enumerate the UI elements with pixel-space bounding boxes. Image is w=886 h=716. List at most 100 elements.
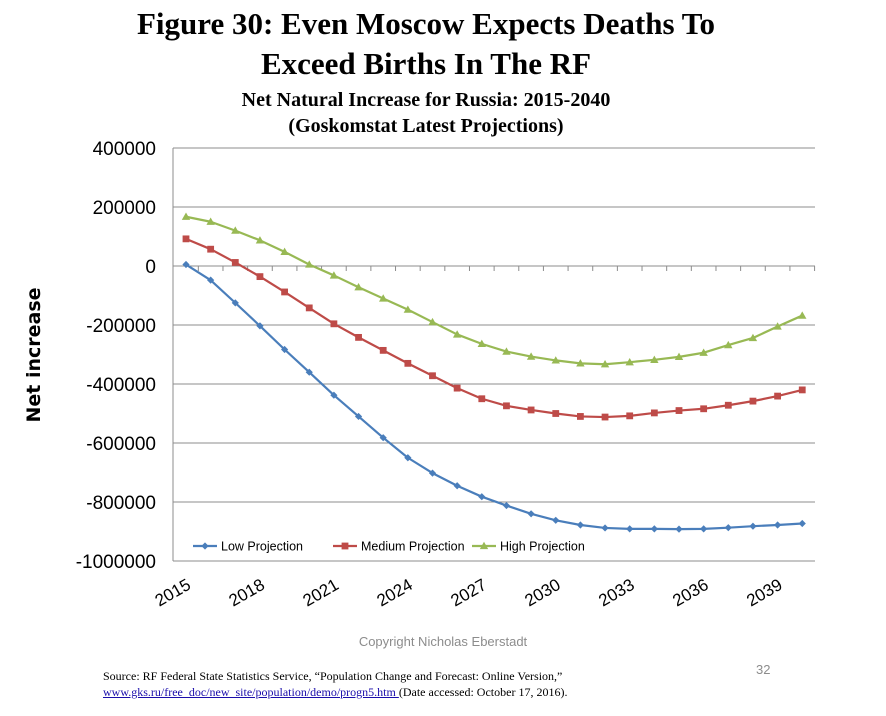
data-point (379, 346, 387, 354)
data-point (798, 311, 807, 319)
data-point (724, 401, 732, 409)
series-line (185, 237, 803, 419)
data-point (255, 236, 265, 244)
y-tick-label: 200000 (93, 198, 156, 219)
data-point (527, 406, 535, 414)
data-point (379, 434, 387, 442)
data-point (182, 260, 190, 269)
data-point (355, 333, 362, 341)
data-point (281, 345, 289, 354)
x-tick-label: 2030 (521, 575, 563, 610)
data-point (330, 320, 338, 328)
source-line1: Source: RF Federal State Statistics Serv… (103, 669, 563, 683)
series-line (185, 263, 803, 531)
x-tick-label: 2036 (669, 575, 711, 610)
data-point (675, 407, 683, 414)
data-point (773, 322, 782, 330)
data-point (527, 510, 535, 518)
data-point (526, 352, 536, 360)
data-point (600, 360, 610, 368)
legend-label: High Projection (500, 540, 585, 554)
data-point (577, 413, 584, 420)
data-point (231, 259, 239, 266)
data-point (206, 217, 215, 225)
data-point (453, 482, 461, 490)
data-point (478, 493, 486, 501)
source-link[interactable]: www.gks.ru/free_doc/new_site/population/… (103, 685, 399, 699)
data-point (576, 521, 584, 529)
source-accessed: (Date accessed: October 17, 2016). (398, 685, 568, 699)
data-point (256, 273, 264, 281)
data-point (675, 525, 683, 533)
series-low-projection (182, 260, 806, 533)
data-point (207, 245, 215, 253)
data-point (626, 525, 634, 533)
data-point (724, 524, 732, 532)
data-point (305, 304, 313, 312)
data-point (749, 397, 757, 405)
data-point (354, 412, 363, 421)
data-point (601, 413, 609, 421)
y-tick-label: -200000 (86, 316, 156, 337)
data-point (674, 352, 684, 361)
y-tick-label: -1000000 (76, 552, 156, 573)
data-point (280, 247, 289, 255)
data-point (774, 521, 782, 529)
data-point (453, 384, 461, 392)
series-line (185, 215, 803, 366)
x-tick-label: 2033 (595, 575, 637, 610)
copyright-notice: Copyright Nicholas Eberstadt (358, 634, 528, 649)
y-tick-label: -600000 (86, 434, 156, 455)
data-point (429, 372, 436, 380)
data-point (502, 501, 511, 510)
y-axis-label: Net increase (23, 287, 45, 422)
y-tick-label: 400000 (93, 139, 156, 160)
data-point (477, 339, 486, 348)
data-point (650, 355, 659, 363)
data-point (774, 392, 781, 400)
data-point (798, 386, 806, 394)
data-point (724, 340, 733, 349)
chart-subtitle-line2: (Goskomstat Latest Projections) (288, 115, 564, 137)
data-point (231, 299, 239, 307)
y-axis-ticks: 400000 200000 0 -200000 -400000 -600000 -80000… (76, 139, 156, 573)
series-group (181, 212, 807, 533)
data-point (354, 283, 363, 291)
data-point (601, 524, 609, 532)
data-point (231, 226, 240, 234)
y-tick-label: 0 (145, 257, 156, 278)
data-point (700, 525, 708, 533)
x-tick-label: 2018 (226, 575, 268, 610)
x-tick-label: 2021 (300, 575, 342, 610)
x-tick-label: 2015 (152, 575, 194, 610)
gridlines (173, 147, 815, 562)
data-point (699, 348, 708, 356)
data-point (576, 359, 585, 367)
data-point (207, 276, 215, 284)
series-high-projection (181, 212, 807, 368)
data-point (305, 260, 314, 268)
legend-marker (341, 542, 349, 550)
page-number: 32 (756, 662, 771, 677)
legend-entry: High Projection (472, 540, 585, 554)
chart-subtitle-line1: Net Natural Increase for Russia: 2015-20… (241, 89, 611, 111)
data-point (650, 409, 658, 417)
data-point (625, 357, 634, 366)
legend-marker (201, 542, 209, 550)
data-point (404, 359, 412, 367)
series-medium-projection (182, 235, 806, 421)
data-point (478, 395, 486, 403)
data-point (748, 333, 758, 342)
x-axis-ticks: 2015 2018 2021 2024 2027 2030 2033 2036 2039 (152, 575, 786, 610)
data-point (502, 347, 511, 355)
data-point (749, 522, 757, 530)
axes (172, 148, 816, 561)
legend-label: Medium Projection (361, 540, 465, 554)
x-tick-label: 2024 (374, 575, 416, 610)
figure-title-line1: Figure 30: Even Moscow Expects Deaths To (136, 6, 716, 41)
data-point (551, 356, 560, 364)
data-point (650, 525, 658, 533)
source-line2: www.gks.ru/free_doc/new_site/population/… (103, 684, 803, 700)
data-point (428, 317, 437, 326)
